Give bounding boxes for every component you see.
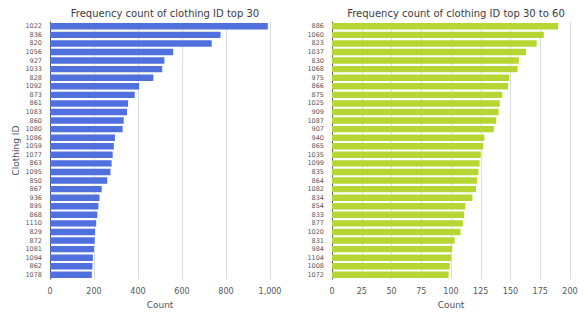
svg-text:Clothing ID: Clothing ID: [11, 126, 21, 176]
svg-text:833: 833: [312, 211, 324, 219]
svg-text:1072: 1072: [307, 271, 324, 279]
svg-text:865: 865: [312, 142, 324, 150]
svg-text:1087: 1087: [307, 117, 324, 125]
svg-text:1008: 1008: [307, 262, 324, 270]
svg-text:909: 909: [312, 108, 324, 116]
svg-text:829: 829: [30, 228, 42, 236]
svg-text:75: 75: [416, 287, 426, 296]
svg-text:1068: 1068: [307, 65, 324, 73]
svg-text:1035: 1035: [307, 151, 324, 159]
svg-text:828: 828: [30, 74, 42, 82]
svg-text:Frequency count of clothing ID: Frequency count of clothing ID top 30: [71, 8, 259, 19]
svg-text:823: 823: [312, 39, 324, 47]
svg-text:867: 867: [30, 185, 42, 193]
svg-text:1104: 1104: [307, 254, 324, 262]
svg-text:125: 125: [473, 287, 488, 296]
svg-text:1060: 1060: [307, 31, 324, 39]
svg-text:1056: 1056: [25, 48, 42, 56]
svg-text:1025: 1025: [307, 99, 324, 107]
svg-text:800: 800: [218, 287, 233, 296]
svg-text:1033: 1033: [25, 65, 42, 73]
svg-text:175: 175: [533, 287, 548, 296]
svg-text:861: 861: [30, 99, 42, 107]
svg-text:1037: 1037: [307, 48, 324, 56]
svg-text:863: 863: [30, 159, 42, 167]
svg-text:886: 886: [312, 22, 324, 30]
svg-text:984: 984: [312, 245, 324, 253]
svg-text:975: 975: [312, 74, 324, 82]
svg-text:Count: Count: [438, 300, 465, 310]
svg-text:200: 200: [86, 287, 101, 296]
svg-text:854: 854: [312, 202, 324, 210]
svg-text:834: 834: [312, 194, 324, 202]
svg-text:907: 907: [312, 125, 324, 133]
svg-text:25: 25: [357, 287, 367, 296]
svg-text:831: 831: [312, 237, 324, 245]
svg-text:927: 927: [30, 57, 42, 65]
svg-text:100: 100: [443, 287, 458, 296]
svg-text:1077: 1077: [25, 151, 42, 159]
svg-text:895: 895: [30, 202, 42, 210]
svg-text:850: 850: [30, 177, 42, 185]
svg-text:Frequency count of clothing ID: Frequency count of clothing ID top 30 to…: [347, 8, 565, 19]
svg-text:Count: Count: [147, 300, 174, 310]
svg-text:200: 200: [562, 287, 577, 296]
svg-text:835: 835: [312, 168, 324, 176]
svg-text:1059: 1059: [25, 142, 42, 150]
svg-text:830: 830: [312, 57, 324, 65]
svg-text:866: 866: [312, 82, 324, 90]
svg-text:1020: 1020: [307, 228, 324, 236]
svg-text:936: 936: [30, 194, 42, 202]
svg-text:600: 600: [174, 287, 189, 296]
svg-text:862: 862: [30, 262, 42, 270]
svg-text:1022: 1022: [25, 22, 42, 30]
svg-text:1083: 1083: [25, 108, 42, 116]
svg-text:1082: 1082: [307, 185, 324, 193]
svg-text:1086: 1086: [25, 134, 42, 142]
svg-text:1110: 1110: [25, 219, 42, 227]
svg-text:1081: 1081: [25, 245, 42, 253]
svg-text:0: 0: [329, 287, 334, 296]
svg-text:877: 877: [312, 219, 324, 227]
svg-text:0: 0: [47, 287, 52, 296]
svg-text:150: 150: [503, 287, 518, 296]
svg-text:940: 940: [312, 134, 324, 142]
svg-text:400: 400: [130, 287, 145, 296]
svg-text:872: 872: [30, 237, 42, 245]
svg-text:1080: 1080: [25, 125, 42, 133]
svg-text:1095: 1095: [25, 168, 42, 176]
svg-text:868: 868: [30, 211, 42, 219]
svg-text:873: 873: [30, 91, 42, 99]
svg-text:1094: 1094: [25, 254, 42, 262]
svg-text:820: 820: [30, 39, 42, 47]
svg-text:1099: 1099: [307, 159, 324, 167]
svg-text:1092: 1092: [25, 82, 42, 90]
svg-text:1078: 1078: [25, 271, 42, 279]
svg-text:875: 875: [312, 91, 324, 99]
svg-text:860: 860: [30, 117, 42, 125]
svg-text:1,000: 1,000: [259, 287, 282, 296]
svg-text:836: 836: [30, 31, 42, 39]
svg-text:864: 864: [312, 177, 324, 185]
svg-text:50: 50: [386, 287, 396, 296]
